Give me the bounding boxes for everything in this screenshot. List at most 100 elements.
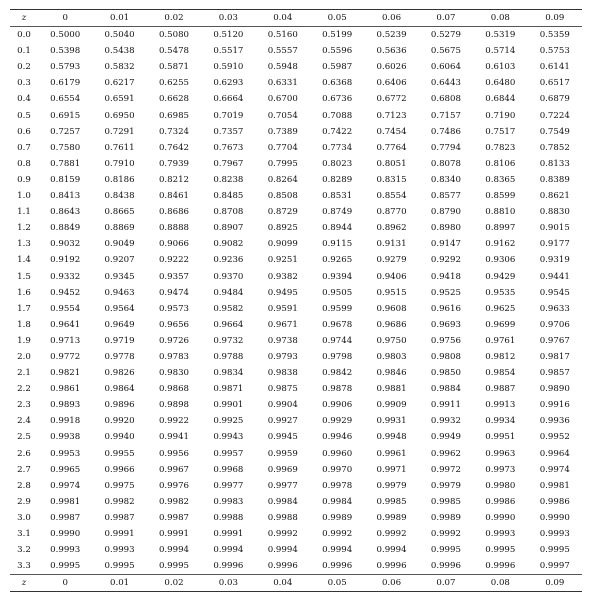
table-header: z 0 0.01 0.02 0.03 0.04 0.05 0.06 0.07 0.08 0.09 (10, 8, 582, 28)
probability-cell: 0.9990 (539, 512, 570, 523)
probability-cell: 0.9495 (267, 287, 298, 298)
probability-cell: 0.6591 (104, 94, 135, 105)
probability-cell: 0.9993 (485, 529, 516, 539)
table-row: 2.0 0.9772 0.9778 0.9783 0.9788 0.9793 0.9798 0… (10, 349, 582, 365)
probability-cell: 0.6179 (50, 78, 81, 89)
probability-cell: 0.9881 (376, 384, 407, 395)
probability-cell: 0.9990 (485, 512, 516, 523)
probability-cell: 0.5359 (539, 30, 570, 41)
probability-cell: 0.5910 (213, 62, 244, 73)
probability-cell: 0.8621 (539, 191, 570, 202)
probability-cell: 0.9940 (104, 432, 135, 443)
probability-cell: 0.7291 (104, 126, 135, 137)
probability-cell: 0.9406 (376, 271, 407, 282)
probability-cell: 0.9990 (50, 529, 81, 539)
probability-cell: 0.9994 (376, 545, 407, 556)
probability-cell: 0.9951 (485, 432, 516, 443)
probability-cell: 0.9988 (213, 512, 244, 523)
probability-cell: 0.9896 (104, 400, 135, 411)
footer-cell: 0.04 (255, 574, 310, 593)
probability-cell: 0.9991 (213, 529, 244, 539)
row-z-value: 1.5 (17, 271, 31, 282)
probability-cell: 0.9984 (322, 496, 353, 507)
table-row: 1.8 0.9641 0.9649 0.9656 0.9664 0.9671 0.9678 0… (10, 317, 582, 333)
probability-cell: 0.8531 (322, 191, 353, 202)
probability-cell: 0.7939 (158, 158, 190, 169)
probability-cell: 0.9993 (104, 545, 135, 556)
table-row: 3.2 0.9993 0.9993 0.9994 0.9994 0.9994 0.9994 0… (10, 542, 582, 558)
row-z-value: 3.2 (17, 545, 31, 556)
probability-cell: 0.9616 (430, 303, 461, 314)
probability-cell: 0.9901 (213, 400, 244, 411)
probability-cell: 0.9515 (376, 287, 407, 298)
probability-cell: 0.8264 (267, 174, 298, 185)
probability-cell: 0.5040 (104, 30, 135, 41)
probability-cell: 0.7486 (430, 126, 461, 137)
probability-cell: 0.8051 (376, 158, 407, 169)
header-cell: 0.05 (309, 8, 365, 28)
probability-cell: 0.9345 (104, 271, 135, 282)
probability-cell: 0.9994 (213, 545, 244, 556)
probability-cell: 0.7357 (213, 126, 244, 137)
row-z-value: 2.4 (17, 416, 31, 427)
probability-cell: 0.9985 (430, 496, 461, 507)
probability-cell: 0.6217 (104, 78, 135, 89)
row-z-value: 1.9 (17, 335, 31, 346)
probability-cell: 0.9693 (430, 319, 461, 330)
probability-cell: 0.9925 (213, 416, 244, 427)
probability-cell: 0.9545 (539, 287, 570, 298)
header-cell: 0.02 (146, 8, 202, 28)
row-z-value: 2.5 (17, 432, 31, 443)
probability-cell: 0.7794 (430, 142, 461, 153)
header-cell: 0.09 (527, 8, 582, 28)
probability-cell: 0.5080 (158, 30, 190, 41)
probability-cell: 0.9772 (50, 351, 81, 362)
probability-cell: 0.6255 (158, 78, 190, 89)
probability-cell: 0.9834 (213, 368, 244, 379)
probability-cell: 0.9955 (104, 448, 135, 459)
probability-cell: 0.9756 (430, 335, 461, 346)
probability-cell: 0.9974 (50, 480, 81, 491)
probability-cell: 0.9962 (430, 448, 461, 459)
probability-cell: 0.9969 (267, 464, 298, 475)
probability-cell: 0.9904 (267, 400, 298, 411)
probability-cell: 0.9582 (213, 303, 244, 314)
probability-cell: 0.9370 (213, 271, 244, 282)
probability-cell: 0.8925 (267, 223, 298, 234)
probability-cell: 0.9686 (376, 319, 407, 330)
probability-cell: 0.9918 (50, 416, 81, 427)
probability-cell: 0.8749 (322, 207, 353, 218)
probability-cell: 0.9599 (322, 303, 353, 314)
probability-cell: 0.7157 (430, 110, 461, 121)
probability-cell: 0.5753 (539, 46, 570, 57)
header-cell-z: z (10, 8, 38, 28)
probability-cell: 0.8980 (430, 223, 461, 234)
probability-cell: 0.9192 (50, 255, 81, 266)
probability-cell: 0.9995 (104, 561, 135, 572)
probability-cell: 0.5160 (267, 30, 298, 41)
table-row: 1.4 0.9192 0.9207 0.9222 0.9236 0.9251 0.9265 0… (10, 252, 582, 268)
probability-cell: 0.9778 (104, 351, 135, 362)
row-z-value: 1.8 (17, 319, 31, 330)
table-row: 1.2 0.8849 0.8869 0.8888 0.8907 0.8925 0.8944 0… (10, 220, 582, 236)
row-z-value: 0.1 (17, 46, 31, 57)
probability-cell: 0.5987 (322, 62, 353, 73)
probability-cell: 0.8577 (430, 191, 461, 202)
footer-row: z 0 0.01 0.02 0.03 0.04 0.05 0.06 0.07 0.08 0.09 (10, 574, 582, 593)
probability-cell: 0.6736 (322, 94, 353, 105)
probability-cell: 0.9066 (158, 239, 190, 250)
probability-cell: 0.9750 (376, 335, 407, 346)
probability-cell: 0.9945 (267, 432, 298, 443)
table-row: 0.6 0.7257 0.7291 0.7324 0.7357 0.7389 0.7422 0… (10, 124, 582, 140)
probability-cell: 0.9649 (104, 319, 135, 330)
probability-cell: 0.9738 (267, 335, 298, 346)
probability-cell: 0.9976 (158, 480, 190, 491)
probability-cell: 0.9591 (267, 303, 298, 314)
probability-cell: 0.6554 (50, 94, 81, 105)
table-row: 2.8 0.9974 0.9975 0.9976 0.9977 0.9977 0.9978 0… (10, 478, 582, 494)
probability-cell: 0.5000 (50, 30, 81, 41)
probability-cell: 0.9959 (267, 448, 298, 459)
probability-cell: 0.6368 (322, 78, 353, 89)
probability-cell: 0.8365 (485, 174, 516, 185)
